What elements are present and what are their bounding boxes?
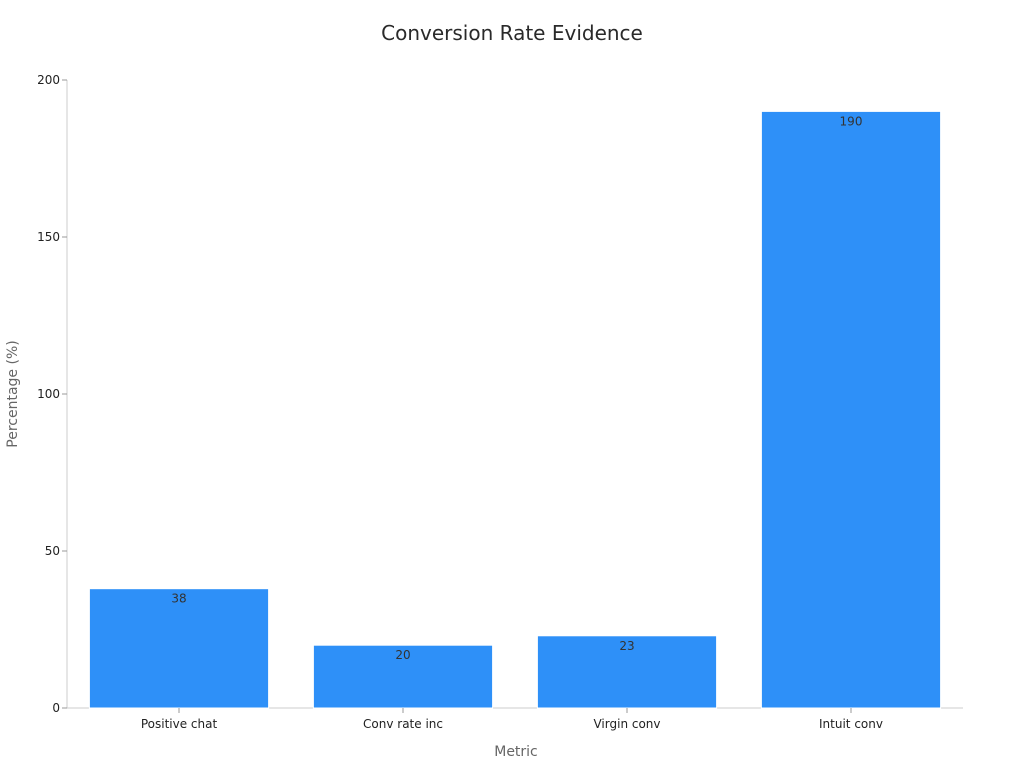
y-tick-label: 0 — [52, 701, 60, 715]
bar — [536, 635, 718, 709]
x-tick-label: Conv rate inc — [363, 717, 443, 731]
bar-value-label: 23 — [619, 639, 634, 653]
x-tick-label: Positive chat — [141, 717, 218, 731]
y-axis-ticks: 0 50 100 150 200 — [37, 73, 67, 715]
x-tick-label: Virgin conv — [593, 717, 660, 731]
bar-value-label: 20 — [395, 648, 410, 662]
y-tick-label: 100 — [37, 387, 60, 401]
y-tick-label: 150 — [37, 230, 60, 244]
bar — [88, 588, 270, 709]
x-tick-label: Intuit conv — [819, 717, 883, 731]
x-axis-ticks: Positive chat Conv rate inc Virgin conv Int… — [141, 708, 883, 731]
chart-title: Conversion Rate Evidence — [381, 21, 643, 45]
bar-value-label: 38 — [171, 592, 186, 606]
bar-value-label: 190 — [840, 114, 863, 128]
x-axis-label: Metric — [494, 744, 538, 760]
bar — [760, 110, 942, 709]
y-tick-label: 50 — [45, 544, 60, 558]
y-tick-label: 200 — [37, 73, 60, 87]
plot-area: 0 50 100 150 200 38 20 23 190 Positive chat Conv… — [37, 73, 963, 731]
bars — [88, 110, 942, 709]
value-labels: 38 20 23 190 — [171, 114, 862, 662]
y-axis-label: Percentage (%) — [5, 340, 21, 447]
